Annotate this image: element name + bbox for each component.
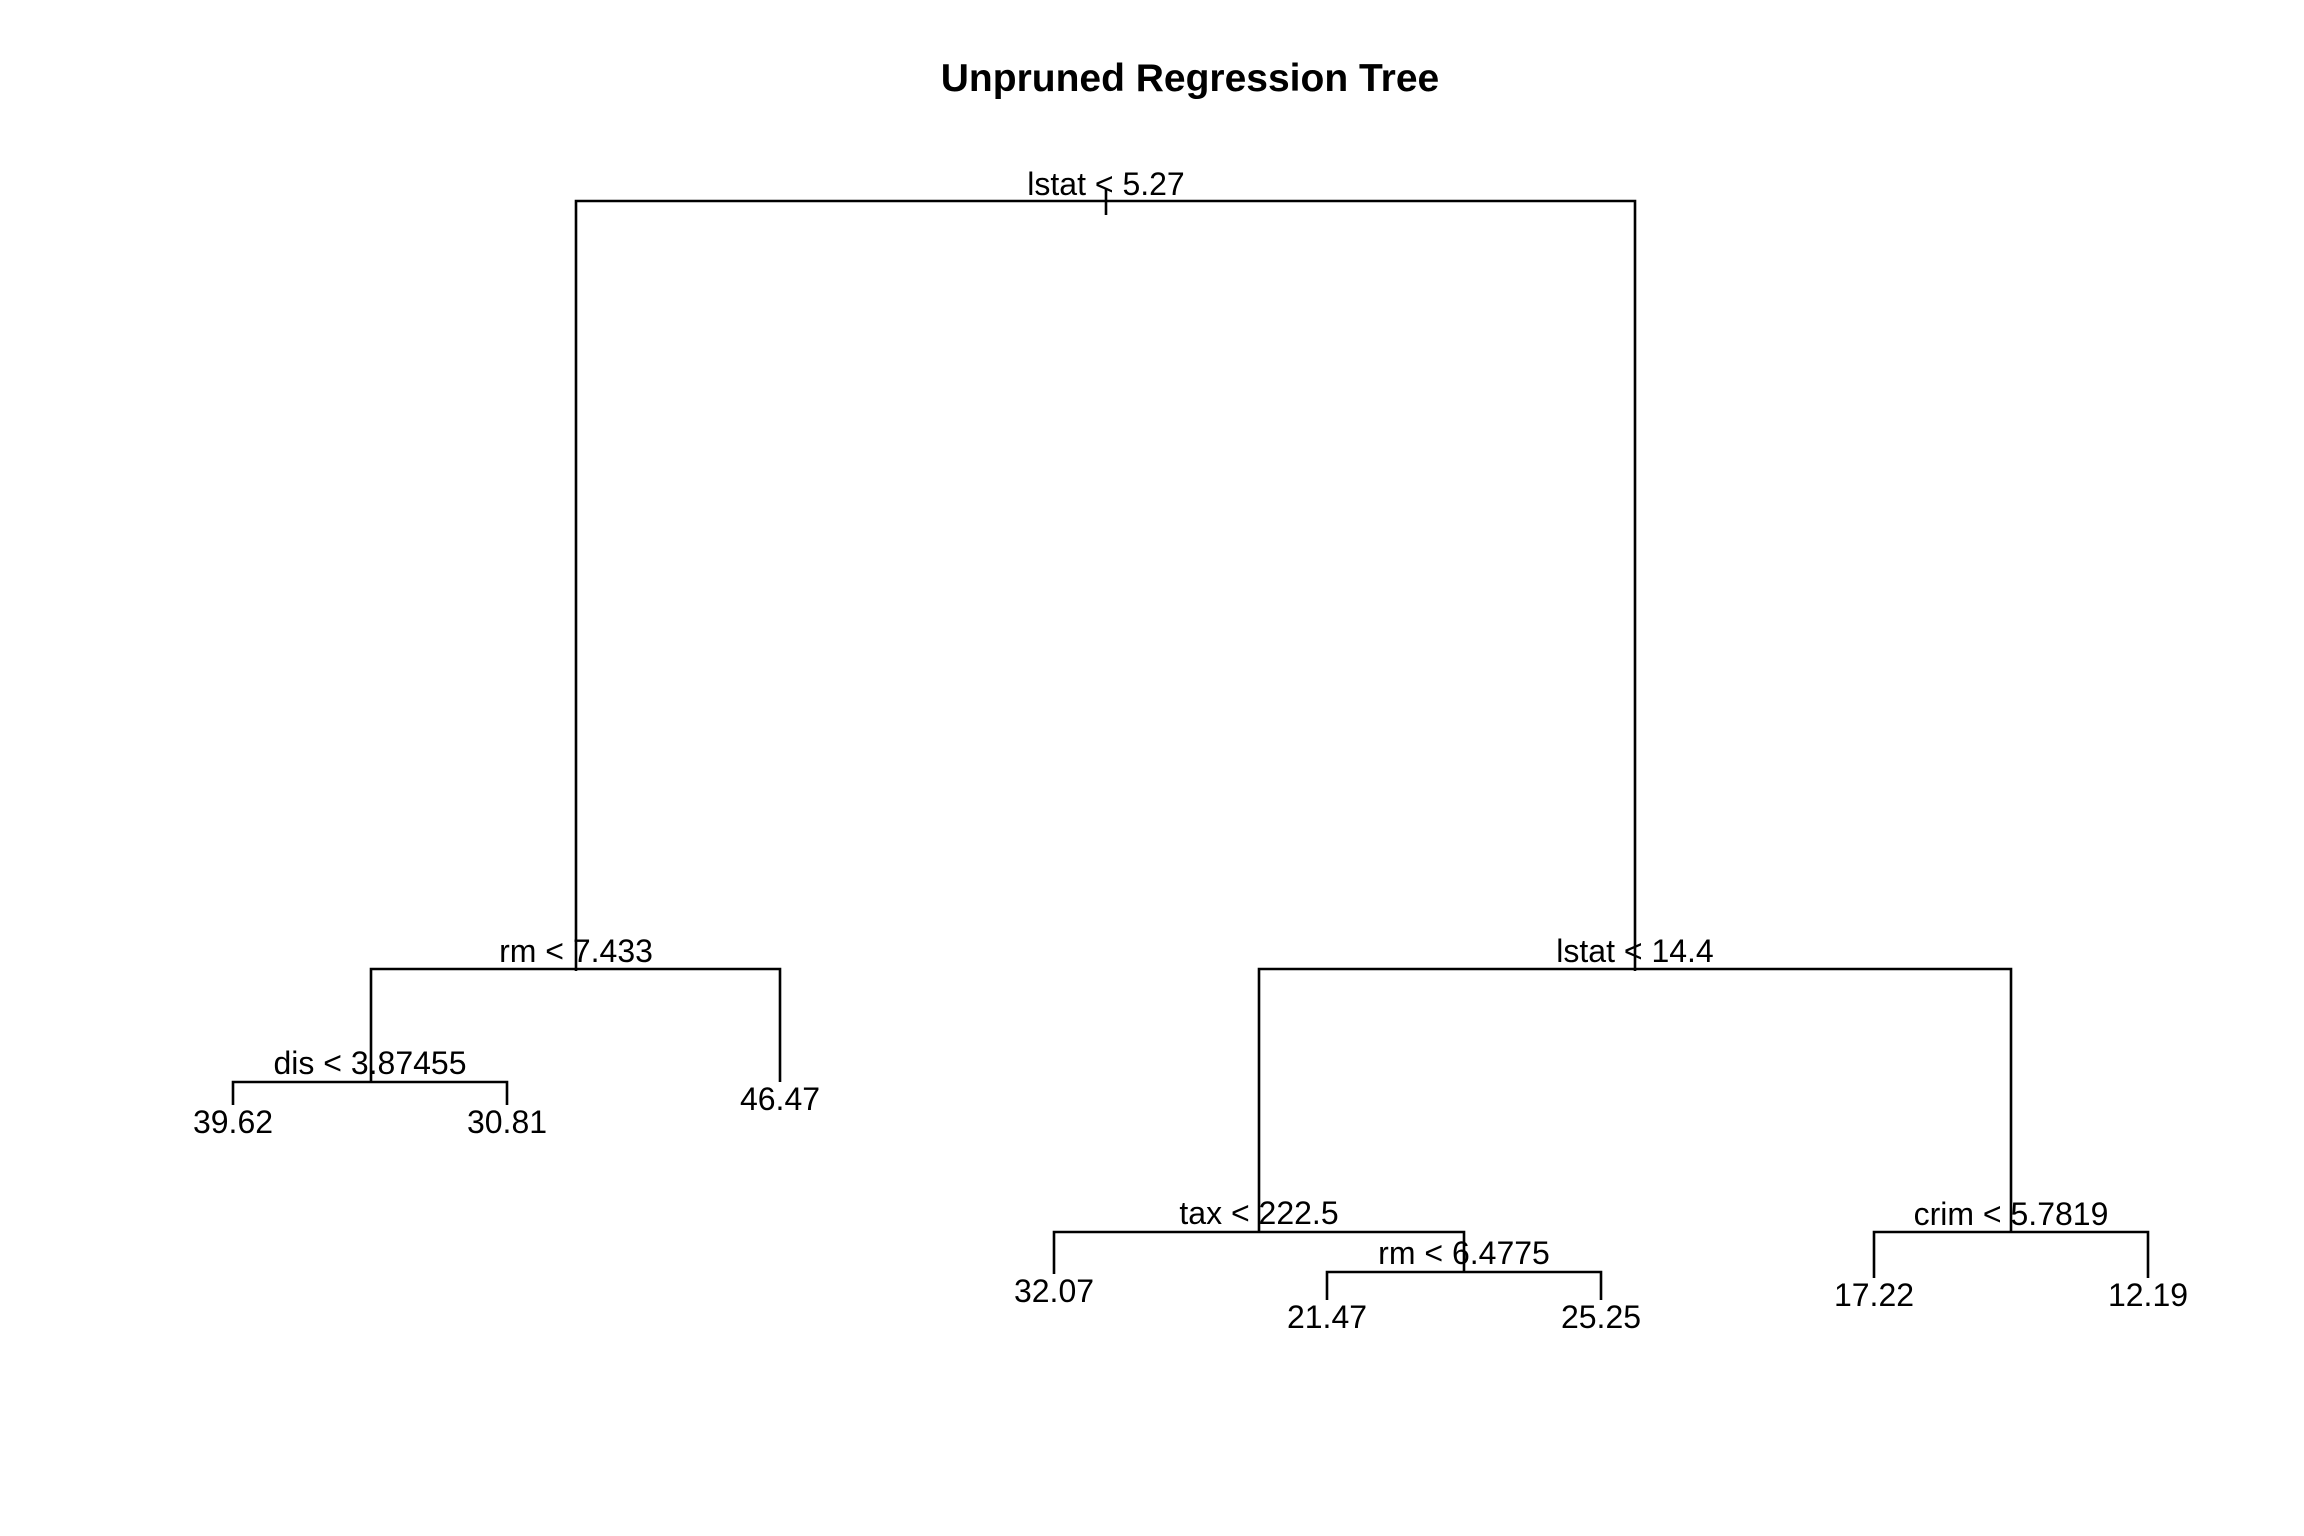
split-label-lstat-14-4: lstat < 14.4 [1556, 933, 1713, 969]
branch-crim-5-7819 [1872, 1230, 2150, 1278]
branch-lstat-14-4 [1257, 967, 2013, 1232]
branch-dis-3-87455 [231, 1080, 509, 1105]
split-label-lstat-5-27: lstat < 5.27 [1027, 166, 1184, 202]
leaf-value-12-19: 12.19 [2108, 1277, 2188, 1313]
split-label-rm-6-4775: rm < 6.4775 [1378, 1235, 1550, 1271]
branch-lstat-5-27 [574, 199, 1637, 971]
tree-edges [231, 188, 2150, 1300]
branch-rm-7-433 [369, 967, 782, 1082]
split-label-dis-3-87455: dis < 3.87455 [273, 1045, 466, 1081]
leaf-value-17-22: 17.22 [1834, 1277, 1914, 1313]
split-label-crim-5-7819: crim < 5.7819 [1914, 1196, 2109, 1232]
leaf-value-21-47: 21.47 [1287, 1299, 1367, 1335]
leaf-value-32-07: 32.07 [1014, 1273, 1094, 1309]
split-label-rm-7-433: rm < 7.433 [499, 933, 653, 969]
branch-rm-6-4775 [1325, 1270, 1603, 1300]
leaf-value-25-25: 25.25 [1561, 1299, 1641, 1335]
leaf-value-39-62: 39.62 [193, 1104, 273, 1140]
plot-title: Unpruned Regression Tree [941, 57, 1439, 100]
branch-tax-222-5 [1052, 1230, 1466, 1274]
split-label-tax-222-5: tax < 222.5 [1179, 1195, 1338, 1231]
leaf-value-30-81: 30.81 [467, 1104, 547, 1140]
leaf-value-46-47: 46.47 [740, 1081, 820, 1117]
